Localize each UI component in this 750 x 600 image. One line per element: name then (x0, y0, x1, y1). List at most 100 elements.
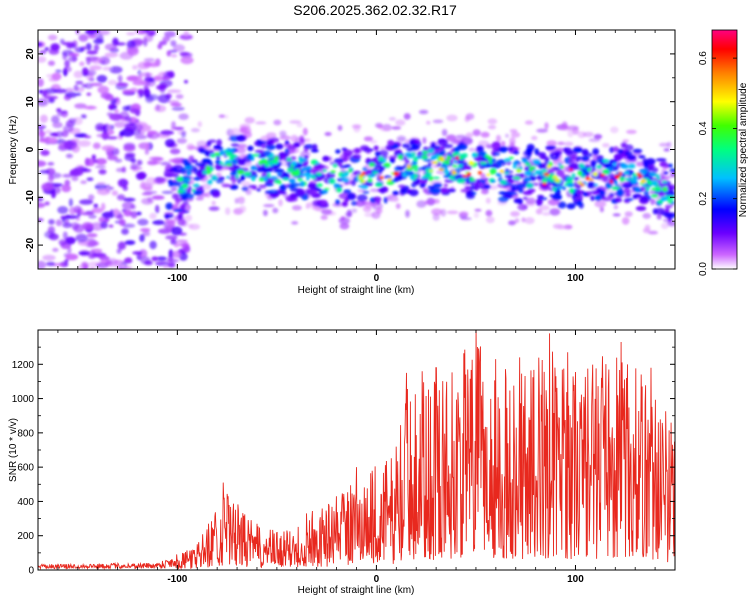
heatmap-cell (51, 72, 62, 81)
heatmap-cell (479, 161, 488, 165)
heatmap-cell (322, 169, 327, 172)
heatmap-cell (367, 178, 373, 183)
heatmap-cell (47, 162, 55, 166)
heatmap-cell (231, 159, 238, 165)
colorbar-label: Normalized spectral amplitude (738, 82, 749, 217)
heatmap-cell (312, 143, 318, 151)
heatmap-cell (258, 184, 267, 189)
heatmap-cell (539, 153, 546, 160)
heatmap-cell (229, 156, 235, 161)
heatmap-cell (275, 143, 284, 150)
heatmap-cell (282, 177, 289, 181)
heatmap-cell (510, 183, 519, 191)
heatmap-cell (545, 145, 557, 149)
y-tick-label: 0 (28, 566, 34, 577)
heatmap-cell (404, 152, 413, 157)
heatmap-cell (51, 191, 56, 199)
heatmap-cell (514, 218, 520, 224)
heatmap-cell (181, 184, 189, 189)
heatmap-cell (142, 231, 151, 237)
heatmap-cell (612, 186, 616, 191)
heatmap-cell (421, 155, 428, 160)
heatmap-cell (322, 189, 328, 194)
heatmap-cell (485, 216, 495, 224)
heatmap-cell (117, 74, 123, 83)
heatmap-cell (77, 265, 84, 269)
heatmap-cell (65, 253, 79, 261)
heatmap-cell (659, 172, 665, 181)
heatmap-cell (122, 223, 136, 228)
heatmap-cell (171, 106, 185, 111)
heatmap-cell (581, 155, 590, 162)
heatmap-cell (174, 170, 183, 174)
heatmap-cell (411, 152, 416, 157)
heatmap-cell (114, 158, 123, 163)
heatmap-cell (613, 153, 623, 161)
colorbar-tick-label: 0.4 (698, 121, 709, 135)
heatmap-cell (552, 187, 557, 192)
heatmap-cell (144, 142, 150, 152)
heatmap-cell (95, 158, 107, 165)
heatmap-cell (186, 170, 192, 176)
heatmap-cell (320, 215, 328, 220)
heatmap-cell (155, 261, 169, 266)
heatmap-cell (97, 85, 110, 94)
heatmap-cell (618, 176, 625, 180)
heatmap-cell (562, 186, 566, 191)
heatmap-cell (89, 82, 103, 87)
heatmap-cell (91, 154, 96, 160)
heatmap-cell (578, 163, 585, 169)
heatmap-cell (273, 168, 285, 173)
heatmap-cell (230, 128, 241, 136)
heatmap-cell (159, 83, 168, 90)
heatmap-cell (180, 196, 189, 201)
heatmap-cell (513, 176, 521, 180)
heatmap-cell (161, 190, 174, 194)
heatmap-cell (342, 178, 350, 183)
heatmap-cell (48, 175, 54, 182)
heatmap-cell (279, 135, 291, 140)
heatmap-cell (383, 175, 392, 179)
heatmap-cell (143, 34, 154, 42)
heatmap-cell (431, 208, 443, 216)
heatmap-cell (348, 168, 353, 173)
heatmap-cell (202, 170, 208, 175)
heatmap-cell (557, 186, 563, 190)
heatmap-cell (173, 208, 184, 212)
heatmap-cell (96, 188, 111, 196)
heatmap-cell (307, 189, 317, 195)
heatmap-cell (306, 175, 310, 181)
heatmap-cell (571, 173, 576, 178)
heatmap-cell (289, 187, 299, 192)
heatmap-cell (564, 147, 573, 155)
heatmap-cell (173, 44, 185, 52)
heatmap-cell (360, 185, 368, 190)
heatmap-cell (432, 176, 440, 180)
heatmap-cell (609, 146, 615, 153)
heatmap-cell (192, 177, 202, 181)
heatmap-cell (602, 169, 610, 175)
heatmap-cell (541, 169, 548, 174)
heatmap-cell (509, 156, 514, 160)
heatmap-cell (46, 261, 56, 267)
heatmap-cell (154, 105, 167, 113)
heatmap-cell (260, 143, 268, 149)
heatmap-cell (48, 137, 58, 145)
heatmap-cell (182, 189, 187, 193)
heatmap-cell (336, 162, 342, 167)
heatmap-cell (343, 189, 352, 194)
heatmap-cell (168, 182, 174, 188)
heatmap-cell (167, 100, 180, 104)
heatmap-cell (225, 163, 233, 167)
heatmap-cell (79, 199, 94, 205)
heatmap-cell (487, 118, 498, 125)
heatmap-cell (423, 173, 432, 179)
heatmap-cell (634, 186, 641, 192)
heatmap-cell (141, 192, 153, 196)
heatmap-cell (210, 154, 216, 158)
heatmap-cell (286, 185, 296, 189)
heatmap-cell (430, 154, 437, 161)
